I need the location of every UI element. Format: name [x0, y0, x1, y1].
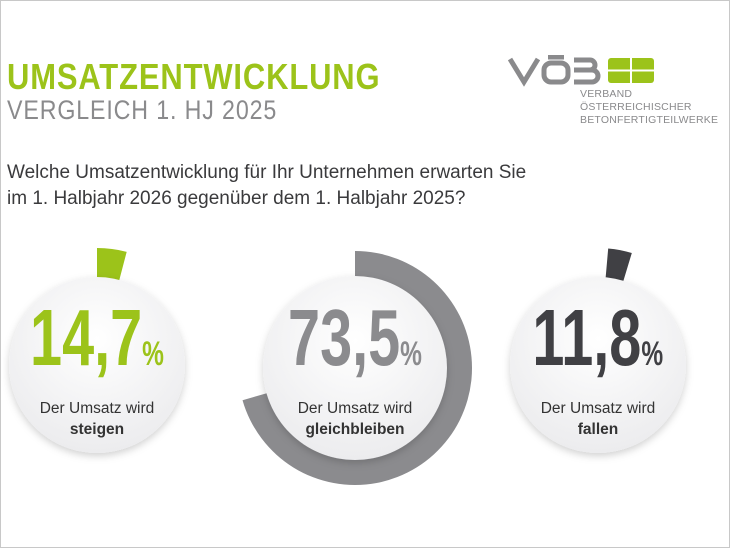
result-label: Der Umsatz wird fallen [540, 400, 656, 438]
survey-question: Welche Umsatzentwicklung für Ihr Unterne… [7, 160, 526, 212]
percent-value: 73,5% [288, 293, 422, 382]
result-circle [9, 277, 185, 453]
question-line1: Welche Umsatzentwicklung für Ihr Unterne… [7, 162, 527, 183]
result-fallen: 11,8% Der Umsatz wird fallen [503, 298, 693, 440]
question-line2: im 1. Halbjahr 2026 gegenüber dem 1. Hal… [7, 188, 466, 209]
result-gleichbleiben: 73,5% Der Umsatz wird gleichbleiben [260, 298, 450, 440]
page-subtitle: VERGLEICH 1. HJ 2025 [7, 95, 278, 125]
voeb-logo [508, 55, 654, 87]
percent-value: 11,8% [532, 293, 664, 382]
result-circle [263, 276, 447, 460]
logo-text: VERBAND ÖSTERREICHISCHER BETONFERTIGTEIL… [580, 88, 730, 127]
percent-value: 14,7% [30, 293, 164, 382]
result-label: Der Umsatz wird steigen [39, 400, 155, 438]
result-label: Der Umsatz wird gleichbleiben [297, 400, 413, 438]
page-title: UMSATZENTWICKLUNG [7, 56, 381, 97]
result-steigen: 14,7% Der Umsatz wird steigen [2, 298, 192, 440]
logo-line2: BETONFERTIGTEILWERKE [580, 114, 719, 126]
result-circle [510, 277, 686, 453]
logo-line1: VERBAND ÖSTERREICHISCHER [580, 88, 692, 113]
